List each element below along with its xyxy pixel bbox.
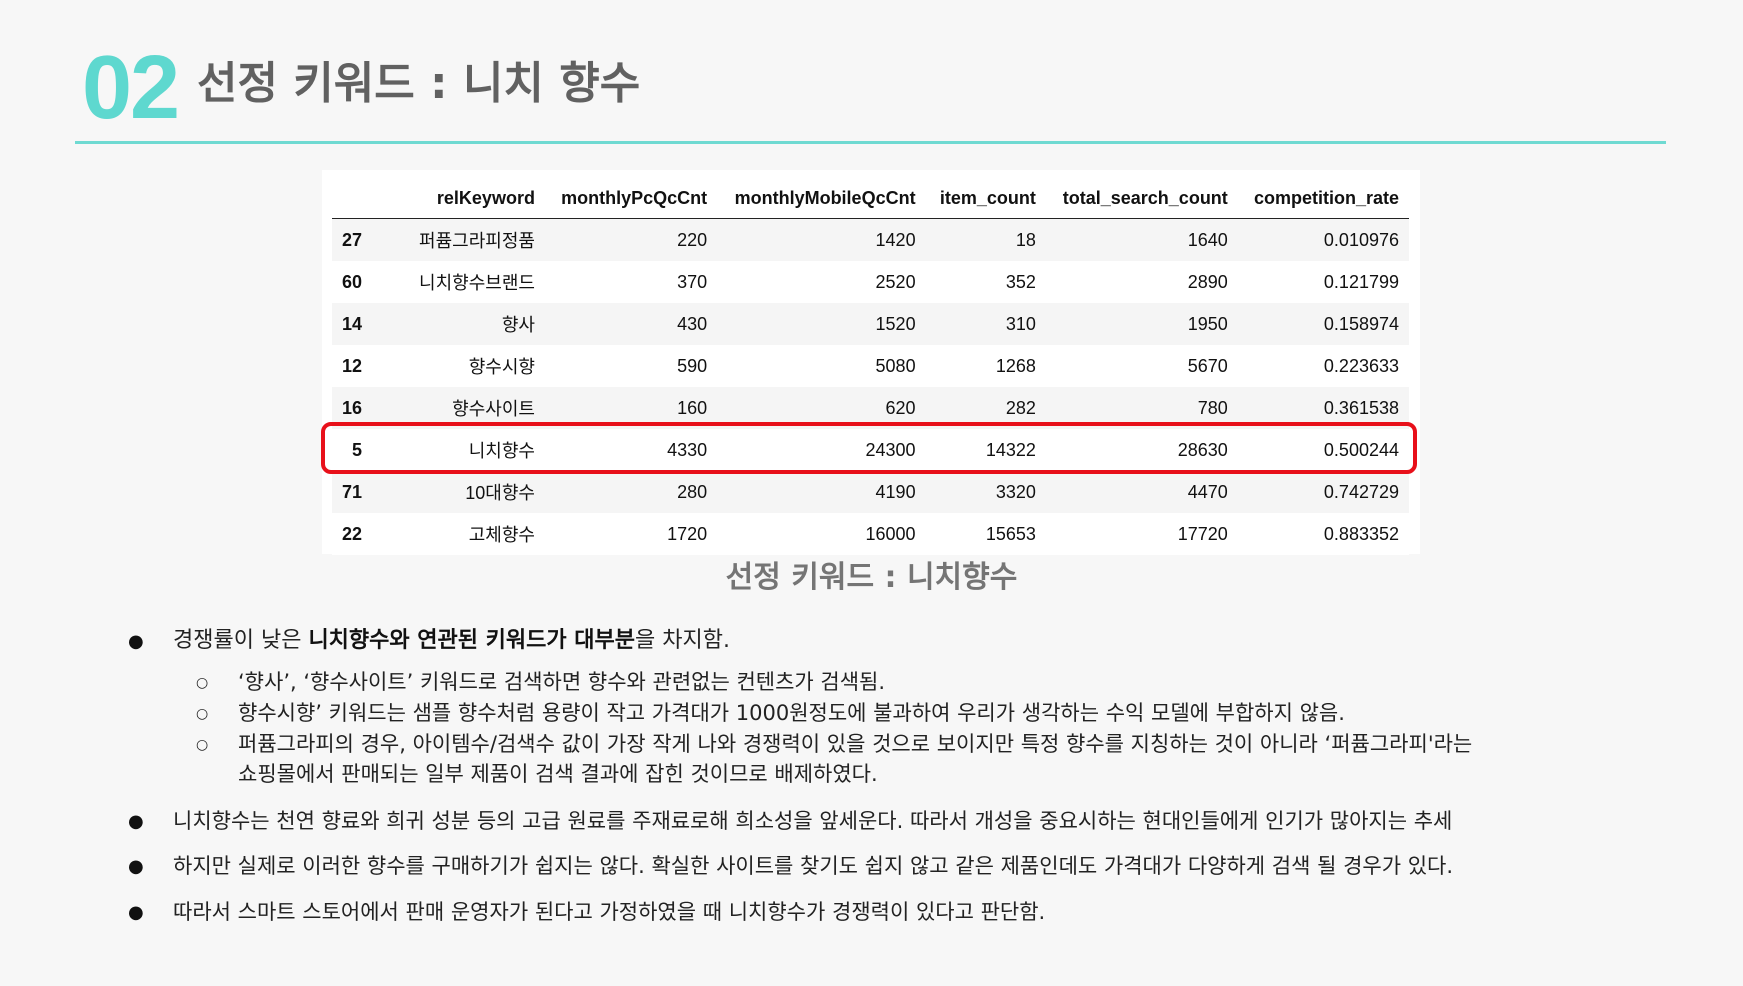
table-cell: 2520 xyxy=(875,271,916,292)
table-cell: 220 xyxy=(677,229,708,250)
table-cell: 0.883352 xyxy=(1323,523,1399,544)
table-row: 71 10대향수 280 4190 3320 4470 0.742729 xyxy=(332,471,1409,513)
table-row: 22 고체향수 1720 16000 15653 17720 0.883352 xyxy=(332,513,1409,555)
row-index: 14 xyxy=(342,313,363,334)
table-cell: 0.158974 xyxy=(1323,313,1399,334)
table-cell: 280 xyxy=(677,481,708,502)
table-cell: 1520 xyxy=(875,313,916,334)
row-index: 5 xyxy=(352,439,363,460)
table-cell: 0.223633 xyxy=(1323,355,1399,376)
table-cell: 향수시향 xyxy=(468,357,535,377)
table-cell: 퍼퓸그라피정품 xyxy=(419,231,535,251)
row-index: 71 xyxy=(342,481,363,502)
table-cell: 3320 xyxy=(995,481,1036,502)
table-cell: 14322 xyxy=(985,439,1036,460)
column-header: monthlyPcQcCnt xyxy=(544,178,718,219)
table-row: 14 향사 430 1520 310 1950 0.158974 xyxy=(332,303,1409,345)
table-cell: 15653 xyxy=(985,523,1036,544)
table-cell: 24300 xyxy=(865,439,916,460)
table-cell: 2890 xyxy=(1187,271,1228,292)
bullet-item-1: 경쟁률이 낮은 니치향수와 연관된 키워드가 대부분을 차지함. xyxy=(173,626,730,656)
keyword-table-panel: relKeyword monthlyPcQcCnt monthlyMobileQ… xyxy=(322,170,1420,555)
section-number: 02 xyxy=(82,38,180,138)
row-index: 27 xyxy=(342,229,363,250)
table-cell: 니치향수브랜드 xyxy=(419,273,535,293)
table-cell: 1420 xyxy=(875,229,916,250)
sub-bullet-item-3: 퍼퓸그라피의 경우, 아이템수/검색수 값이 가장 작게 나와 경쟁력이 있을 … xyxy=(238,732,1473,756)
bullet-bold-text: 니치향수와 연관된 키워드가 대부분 xyxy=(308,628,636,653)
table-cell: 4470 xyxy=(1187,481,1228,502)
bullet-text: 을 차지함. xyxy=(635,628,730,653)
table-cell: 352 xyxy=(1005,271,1036,292)
table-cell: 0.500244 xyxy=(1323,439,1399,460)
table-cell: 160 xyxy=(677,397,708,418)
bullet-item-2: 니치향수는 천연 향료와 희귀 성분 등의 고급 원료를 주재료로해 희소성을 … xyxy=(173,809,1453,833)
table-cell: 620 xyxy=(885,397,916,418)
table-cell: 1640 xyxy=(1187,229,1228,250)
table-row: 12 향수시향 590 5080 1268 5670 0.223633 xyxy=(332,345,1409,387)
table-header-row: relKeyword monthlyPcQcCnt monthlyMobileQ… xyxy=(332,178,1409,219)
table-cell: 니치향수 xyxy=(468,441,535,461)
column-header: item_count xyxy=(925,178,1046,219)
table-cell: 1720 xyxy=(667,523,708,544)
row-index: 22 xyxy=(342,523,363,544)
column-header: monthlyMobileQcCnt xyxy=(717,178,926,219)
table-cell: 1268 xyxy=(995,355,1036,376)
bullet-dot: ● xyxy=(128,811,144,832)
sub-bullet-dot: ○ xyxy=(196,675,209,691)
table-cell: 1950 xyxy=(1187,313,1228,334)
bullet-item-4: 따라서 스마트 스토어에서 판매 운영자가 된다고 가정하였을 때 니치향수가 … xyxy=(173,900,1046,924)
column-header: competition_rate xyxy=(1237,178,1409,219)
column-header: total_search_count xyxy=(1045,178,1238,219)
table-cell: 0.361538 xyxy=(1323,397,1399,418)
keyword-table: relKeyword monthlyPcQcCnt monthlyMobileQ… xyxy=(332,178,1409,555)
title-divider xyxy=(75,141,1666,144)
row-index: 12 xyxy=(342,355,363,376)
bullet-dot: ● xyxy=(128,856,144,877)
column-header xyxy=(332,178,404,219)
bullet-dot: ● xyxy=(128,902,144,923)
sub-bullet-item-1: ‘향사’, ‘향수사이트’ 키워드로 검색하면 향수와 관련없는 컨텐츠가 검색… xyxy=(238,670,886,694)
bullet-text: 경쟁률이 낮은 xyxy=(173,628,309,653)
bullet-item-3: 하지만 실제로 이러한 향수를 구매하기가 쉽지는 않다. 확실한 사이트를 찾… xyxy=(173,854,1454,878)
table-cell: 16000 xyxy=(865,523,916,544)
bullet-dot: ● xyxy=(128,631,144,652)
table-cell: 310 xyxy=(1005,313,1036,334)
table-cell: 17720 xyxy=(1177,523,1228,544)
table-row: 60 니치향수브랜드 370 2520 352 2890 0.121799 xyxy=(332,261,1409,303)
table-cell: 향사 xyxy=(501,315,535,335)
table-cell: 370 xyxy=(677,271,708,292)
table-cell: 28630 xyxy=(1177,439,1228,460)
table-row: 27 퍼퓸그라피정품 220 1420 18 1640 0.010976 xyxy=(332,218,1409,261)
sub-bullet-item-2: 향수시향’ 키워드는 샘플 향수처럼 용량이 작고 가격대가 1000원정도에 … xyxy=(238,701,1345,725)
table-cell: 282 xyxy=(1005,397,1036,418)
table-cell: 0.121799 xyxy=(1323,271,1399,292)
table-cell: 0.742729 xyxy=(1323,481,1399,502)
row-index: 60 xyxy=(342,271,363,292)
table-cell: 430 xyxy=(677,313,708,334)
table-cell: 고체향수 xyxy=(468,525,535,545)
table-caption: 선정 키워드 : 니치향수 xyxy=(725,560,1018,595)
sub-bullet-dot: ○ xyxy=(196,706,209,722)
highlight-box-selected-row xyxy=(321,422,1417,474)
table-row-highlighted: 5 니치향수 4330 24300 14322 28630 0.500244 xyxy=(332,429,1409,471)
table-cell: 4190 xyxy=(875,481,916,502)
page-title: 선정 키워드 : 니치 향수 xyxy=(197,58,641,109)
table-cell: 18 xyxy=(1015,229,1036,250)
sub-bullet-dot: ○ xyxy=(196,737,209,753)
table-cell: 0.010976 xyxy=(1323,229,1399,250)
table-cell: 10대향수 xyxy=(465,483,535,503)
column-header: relKeyword xyxy=(404,178,545,219)
table-cell: 4330 xyxy=(667,439,708,460)
table-cell: 780 xyxy=(1197,397,1228,418)
row-index: 16 xyxy=(342,397,363,418)
sub-bullet-item-3-cont: 쇼핑몰에서 판매되는 일부 제품이 검색 결과에 잡힌 것이므로 배제하였다. xyxy=(238,762,878,786)
table-cell: 5080 xyxy=(875,355,916,376)
table-cell: 590 xyxy=(677,355,708,376)
table-cell: 향수사이트 xyxy=(452,399,535,419)
table-cell: 5670 xyxy=(1187,355,1228,376)
